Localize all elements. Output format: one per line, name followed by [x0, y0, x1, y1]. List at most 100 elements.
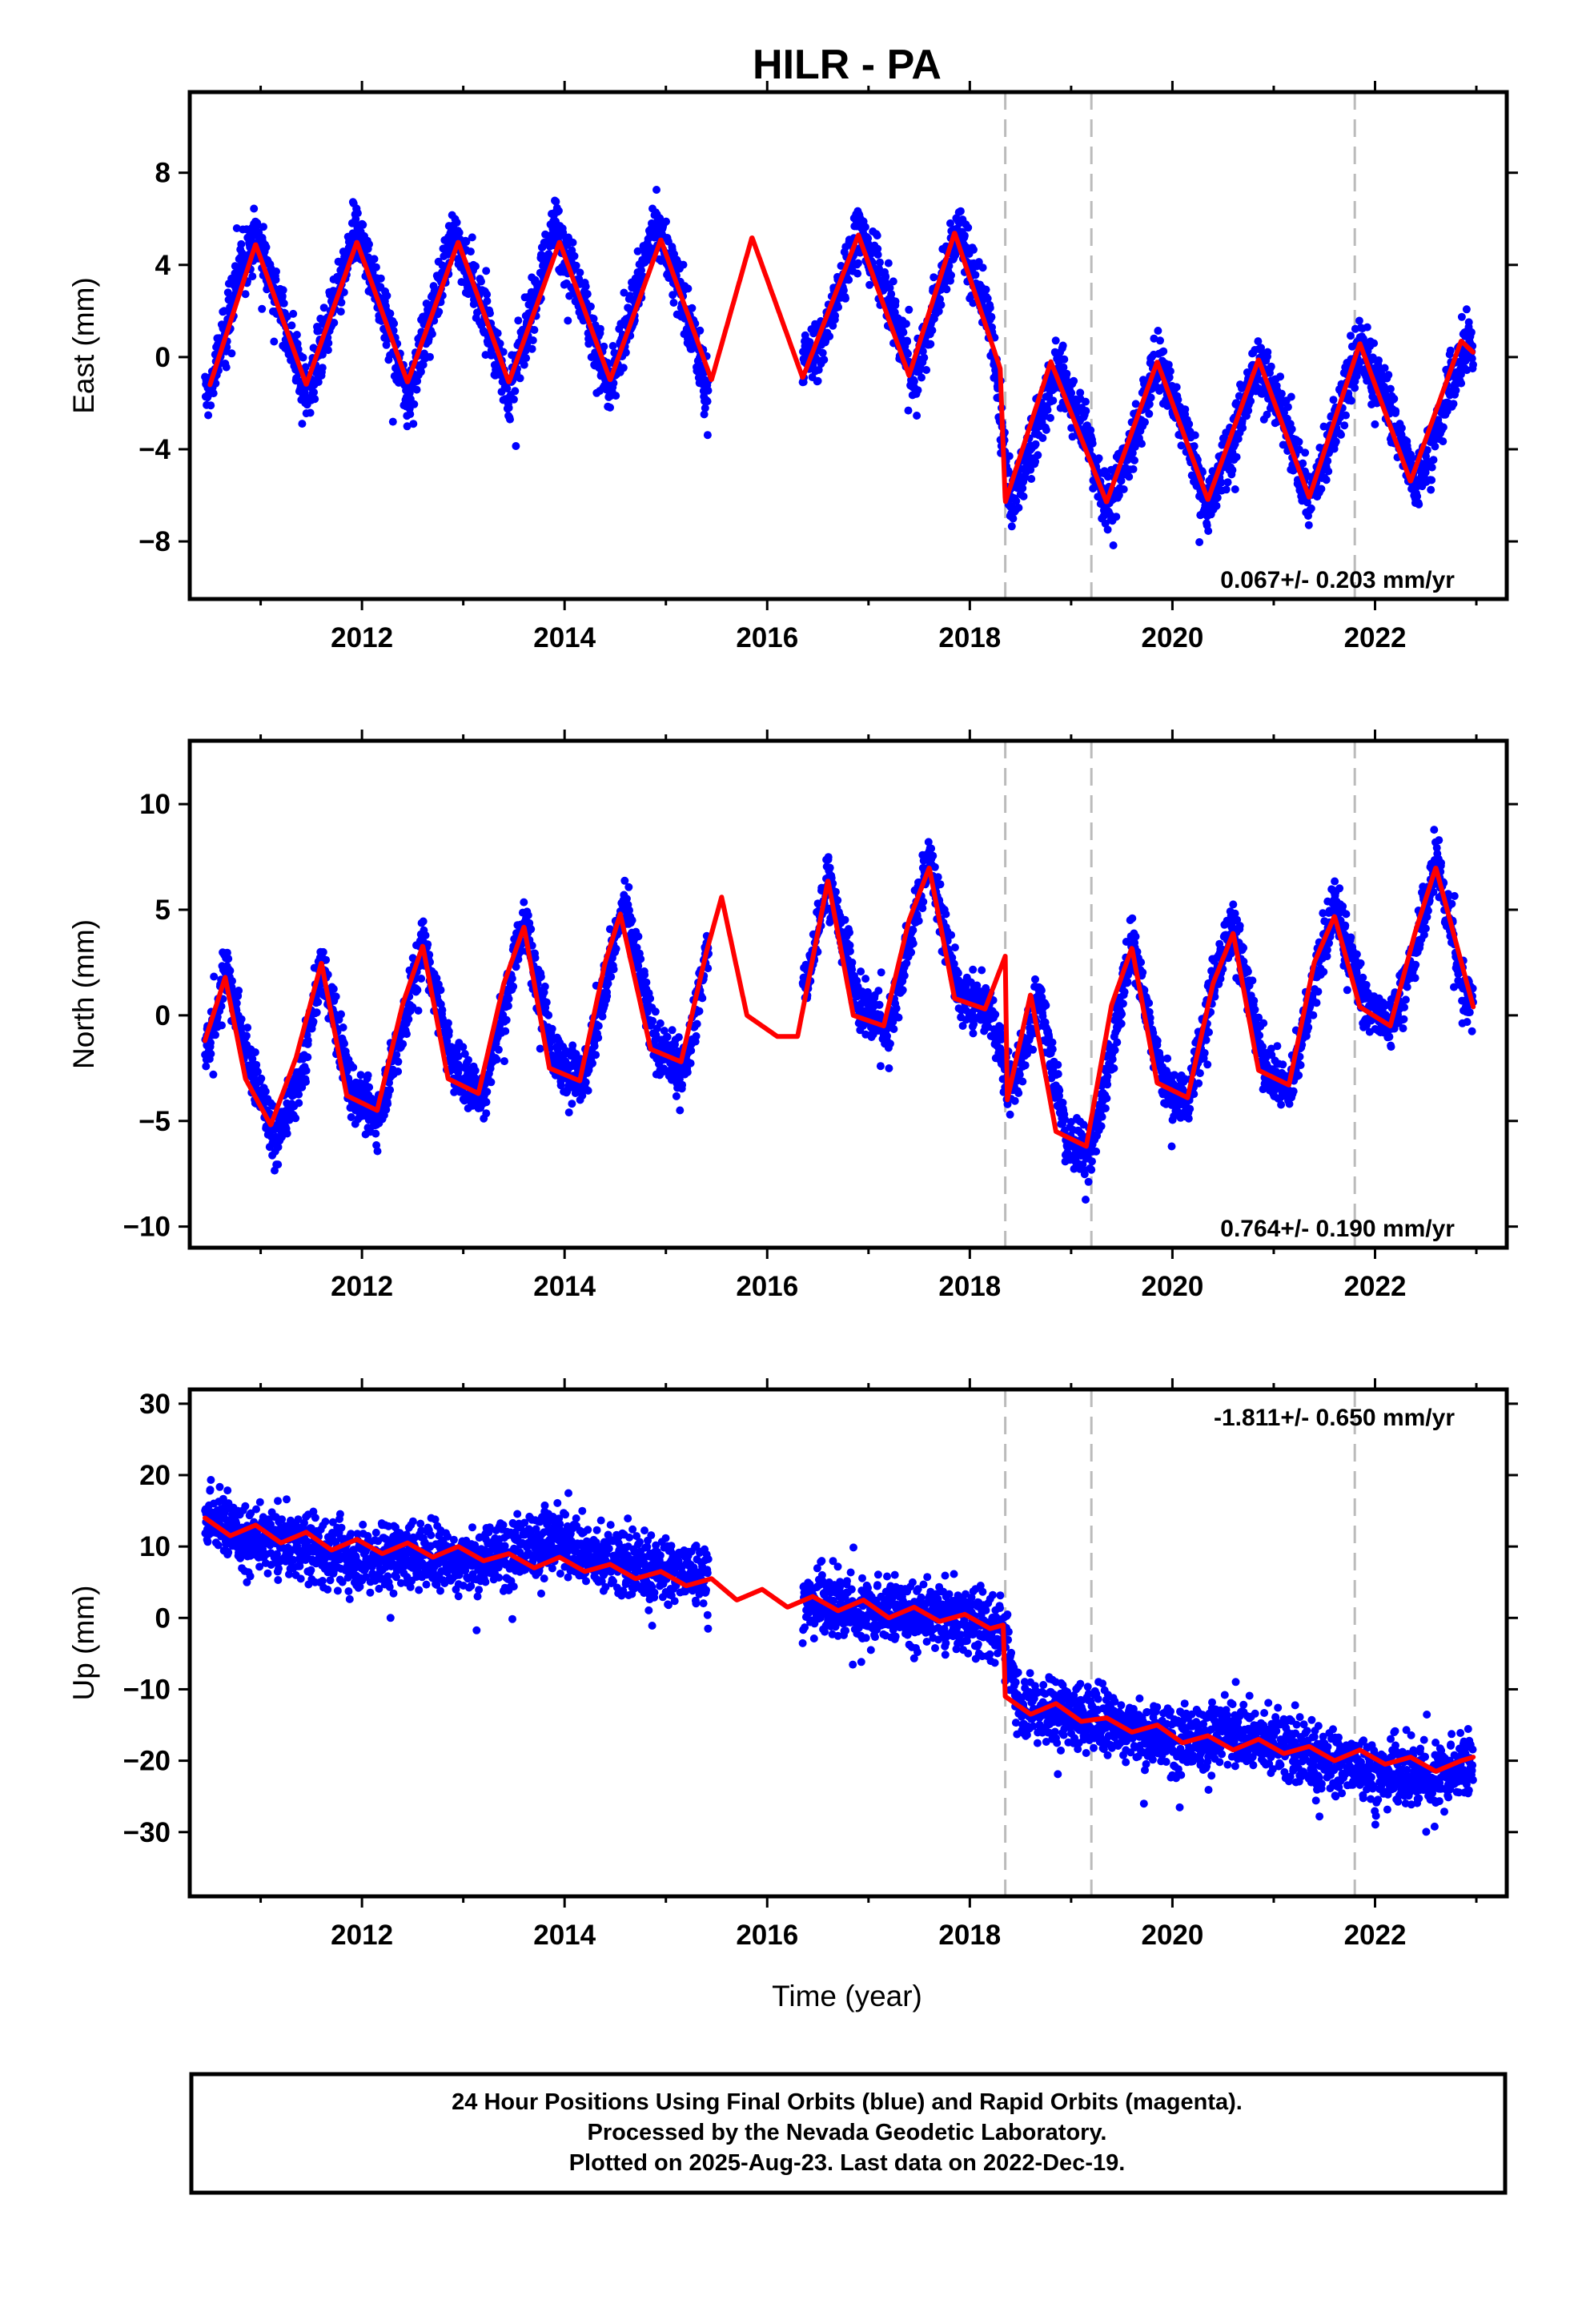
east-data-point: [499, 348, 508, 356]
east-data-point: [371, 263, 380, 271]
north-data-point: [487, 1078, 496, 1087]
east-data-point: [1277, 389, 1286, 398]
east-data-point: [1222, 485, 1231, 494]
east-data-point: [318, 350, 327, 359]
east-data-point: [512, 442, 520, 450]
north-data-point: [210, 972, 219, 981]
east-plot-area: [201, 92, 1477, 599]
east-data-point: [818, 348, 827, 357]
north-data-point: [394, 1057, 403, 1066]
north-data-point: [672, 1092, 681, 1100]
east-data-point: [1342, 411, 1350, 420]
east-data-point: [365, 240, 373, 248]
north-data-point: [459, 1043, 468, 1051]
north-data-point: [207, 1049, 215, 1058]
north-data-point: [509, 982, 518, 991]
north-data-point: [251, 1048, 259, 1056]
east-data-point: [926, 340, 935, 348]
east-data-point: [1195, 538, 1204, 546]
east-data-point: [299, 353, 307, 362]
north-data-point: [564, 1108, 573, 1117]
east-data-point: [1323, 456, 1332, 465]
north-data-point: [274, 1160, 283, 1169]
north-data-point: [218, 1021, 226, 1030]
east-data-point: [853, 259, 862, 267]
north-data-point: [527, 925, 536, 934]
east-data-point: [466, 247, 475, 256]
north-data-point: [640, 971, 649, 979]
east-data-point: [901, 320, 910, 328]
north-data-point: [636, 955, 645, 963]
east-data-point: [262, 243, 271, 251]
north-data-point: [340, 1039, 348, 1048]
east-data-point: [1427, 485, 1435, 494]
east-data-point: [986, 304, 994, 312]
east-data-point: [873, 251, 882, 259]
east-data-point: [1276, 372, 1285, 381]
north-data-point: [414, 1007, 423, 1015]
east-data-point: [1027, 475, 1036, 483]
east-data-point: [1467, 328, 1476, 336]
east-data-point: [1181, 405, 1190, 414]
east-data-point: [1125, 472, 1134, 481]
east-data-point: [472, 262, 480, 271]
east-data-point: [319, 304, 328, 312]
east-data-point: [982, 285, 990, 294]
east-data-point: [237, 239, 246, 248]
east-data-point: [1439, 437, 1447, 446]
north-data-point: [542, 998, 551, 1007]
east-data-point: [1034, 451, 1042, 460]
north-data-point: [383, 1100, 392, 1108]
north-data-point: [349, 1063, 358, 1072]
north-data-point: [314, 998, 323, 1007]
east-data-point: [1371, 420, 1379, 428]
east-data-point: [1239, 424, 1247, 432]
east-data-point: [227, 349, 236, 358]
east-data-point: [1322, 476, 1331, 485]
north-data-point: [392, 1051, 401, 1059]
east-data-point: [1112, 513, 1121, 521]
east-data-point: [1058, 341, 1067, 350]
east-data-point: [1247, 396, 1255, 405]
east-data-point: [1337, 430, 1345, 439]
east-data-point: [1082, 397, 1090, 406]
east-data-point: [1446, 346, 1455, 355]
east-data-point: [1042, 425, 1050, 434]
north-data-point: [283, 1129, 291, 1138]
east-data-point: [839, 286, 848, 295]
north-data-point: [319, 947, 327, 956]
east-data-point: [289, 309, 298, 318]
east-data-point: [1119, 485, 1128, 493]
east-data-point: [1375, 356, 1383, 364]
east-data-point: [323, 346, 332, 355]
north-data-point: [209, 1070, 218, 1079]
east-data-point: [1457, 312, 1466, 321]
east-data-point: [1019, 492, 1028, 501]
east-data-point: [462, 237, 471, 246]
north-data-point: [399, 1039, 408, 1048]
east-data-point: [503, 384, 512, 392]
east-data-point: [831, 312, 840, 320]
east-data-point: [891, 297, 900, 306]
east-data-point: [881, 272, 890, 281]
east-y-tick-label: −4: [139, 434, 171, 465]
east-data-point: [1363, 323, 1371, 332]
east-data-point: [528, 336, 537, 344]
north-data-point: [337, 1010, 345, 1019]
east-data-point: [248, 272, 257, 281]
north-data-point: [628, 916, 636, 925]
north-data-point: [500, 1057, 508, 1066]
east-x-tick-label: 2016: [736, 622, 798, 653]
east-data-point: [511, 387, 520, 396]
east-data-point: [987, 313, 996, 322]
east-data-point: [600, 342, 608, 351]
east-data-point: [621, 348, 630, 357]
east-data-point: [1062, 369, 1071, 378]
east-data-point: [960, 231, 969, 240]
east-rate-label: 0.067+/- 0.203 mm/yr: [1220, 567, 1455, 593]
east-data-point: [509, 395, 518, 404]
east-data-point: [279, 299, 288, 308]
east-data-point: [913, 386, 922, 395]
